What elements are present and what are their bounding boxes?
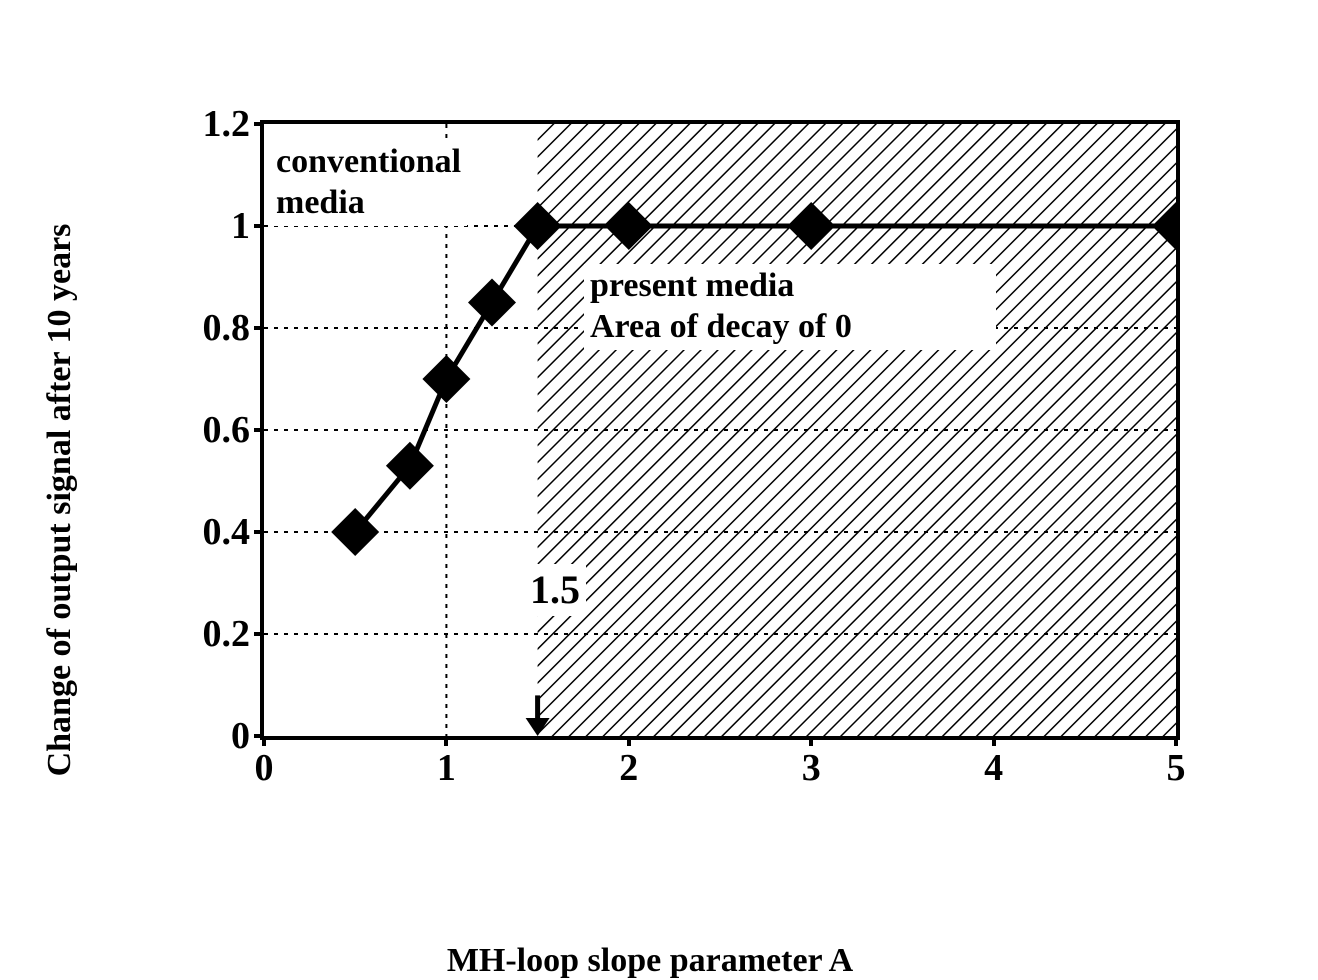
ytick-label: 0.2 [203,612,251,656]
xtick-label: 2 [619,746,638,790]
xtick-label: 3 [802,746,821,790]
y-axis-label: Change of output signal after 10 years [41,224,79,777]
ytick-label: 0.6 [203,408,251,452]
xtick-label: 0 [255,746,274,790]
ytick-label: 0 [231,714,250,758]
ytick-label: 1.2 [203,102,251,146]
xtick-label: 5 [1167,746,1186,790]
annotation-conventional: conventionalmedia [270,140,467,226]
ytick-label: 0.8 [203,306,251,350]
xtick-label: 1 [437,746,456,790]
annotation-threshold: 1.5 [524,564,586,616]
annotation-present: present mediaArea of decay of 0 [584,264,996,350]
x-axis-label: MH-loop slope parameter A [447,942,853,980]
ytick-label: 0.4 [203,510,251,554]
xtick-label: 4 [984,746,1003,790]
chart-container: Change of output signal after 10 years c… [100,100,1200,900]
ytick-label: 1 [231,204,250,248]
plot-area: conventionalmedia present mediaArea of d… [260,120,1180,740]
